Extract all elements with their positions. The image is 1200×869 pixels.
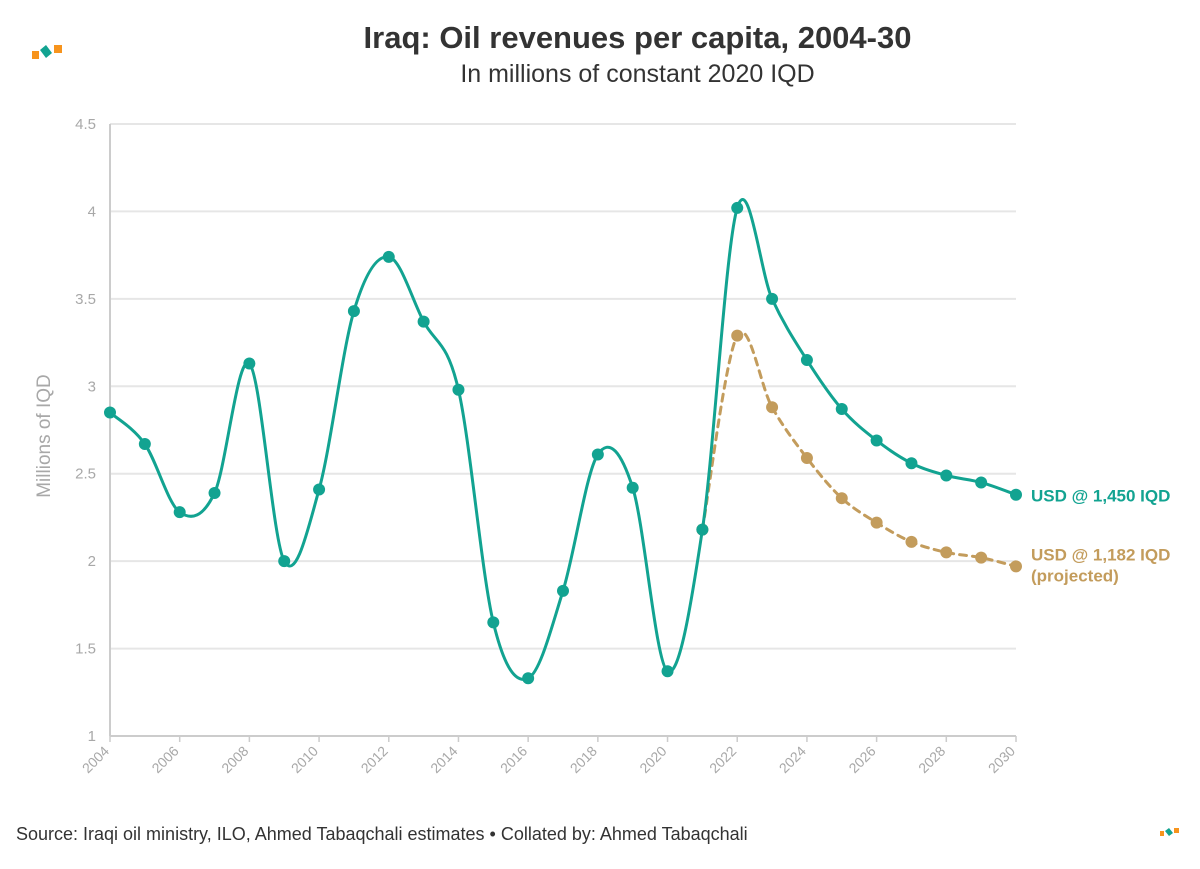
data-point [313,483,326,496]
x-tick-label: 2004 [79,743,112,776]
data-point [905,535,918,548]
data-point [661,665,674,678]
data-point [243,357,256,370]
x-axis-ticks: 2004 2006 2008 2010 2012 2014 2016 2018 2020 2022… [79,736,1018,776]
data-point [1010,488,1022,501]
series-label-line2: (projected) [1031,566,1119,585]
x-tick-label: 2026 [845,743,878,776]
y-tick-label: 3 [88,378,96,395]
y-axis-ticks: 1 1.5 2 2.5 3 3.5 4 4.5 [75,116,96,745]
x-tick-label: 2020 [636,743,669,776]
x-tick-label: 2008 [218,743,251,776]
data-point [800,354,813,367]
y-tick-label: 4.5 [75,116,96,133]
grid-lines [109,123,1016,737]
brand-logo-bottom [1160,828,1179,836]
data-point [626,481,639,494]
x-tick-label: 2028 [915,743,948,776]
data-point [487,616,500,629]
data-point [975,476,988,489]
data-point [731,329,744,342]
series-end-label: USD @ 1,182 IQD (projected) [1031,545,1170,585]
x-tick-label: 2018 [567,743,600,776]
data-point [870,516,883,529]
data-point [835,403,848,416]
series-labels: USD @ 1,182 IQD (projected) USD @ 1,450 IQ… [1031,487,1170,586]
data-point [417,315,430,328]
data-point [731,201,744,214]
data-point [870,434,883,447]
data-point [940,546,953,559]
data-point [173,506,186,519]
x-tick-label: 2014 [427,743,460,776]
chart-title: Iraq: Oil revenues per capita, 2004-30 [363,20,912,55]
y-tick-label: 3.5 [75,291,96,308]
y-tick-label: 4 [88,203,96,220]
y-tick-label: 2.5 [75,466,96,483]
data-point [452,383,465,396]
x-tick-label: 2016 [497,743,530,776]
chart-subtitle: In millions of constant 2020 IQD [460,60,815,88]
data-point [591,448,604,461]
y-tick-label: 1 [88,728,96,745]
data-point [1010,560,1022,573]
data-point [557,584,569,597]
data-point [835,492,848,505]
data-point [905,457,918,470]
data-point [347,305,360,318]
data-point [696,523,709,536]
x-tick-label: 2010 [288,743,321,776]
series-line-0 [108,198,1018,681]
data-point [800,451,813,464]
x-tick-label: 2022 [706,743,739,776]
x-tick-label: 2012 [358,743,391,776]
series-layer [104,198,1022,685]
data-point [766,292,779,305]
data-point [138,437,151,450]
series-label-line1: USD @ 1,182 IQD [1031,545,1170,564]
y-tick-label: 1.5 [75,641,96,658]
data-point [278,555,291,568]
y-axis-label: Millions of IQD [34,374,55,498]
source-footer: Source: Iraqi oil ministry, ILO, Ahmed T… [16,824,748,844]
data-point [975,551,988,564]
data-point [522,672,535,685]
x-tick-label: 2024 [776,743,809,776]
data-point [104,406,116,419]
brand-logo-top [32,45,62,59]
x-tick-label: 2006 [148,743,181,776]
x-tick-label: 2030 [985,743,1018,776]
data-point [208,486,221,499]
data-point [382,250,395,263]
y-tick-label: 2 [88,553,96,570]
data-point [766,401,779,414]
data-point [940,469,953,482]
series-end-label: USD @ 1,450 IQD [1031,487,1170,506]
series-line-1 [700,330,1018,568]
